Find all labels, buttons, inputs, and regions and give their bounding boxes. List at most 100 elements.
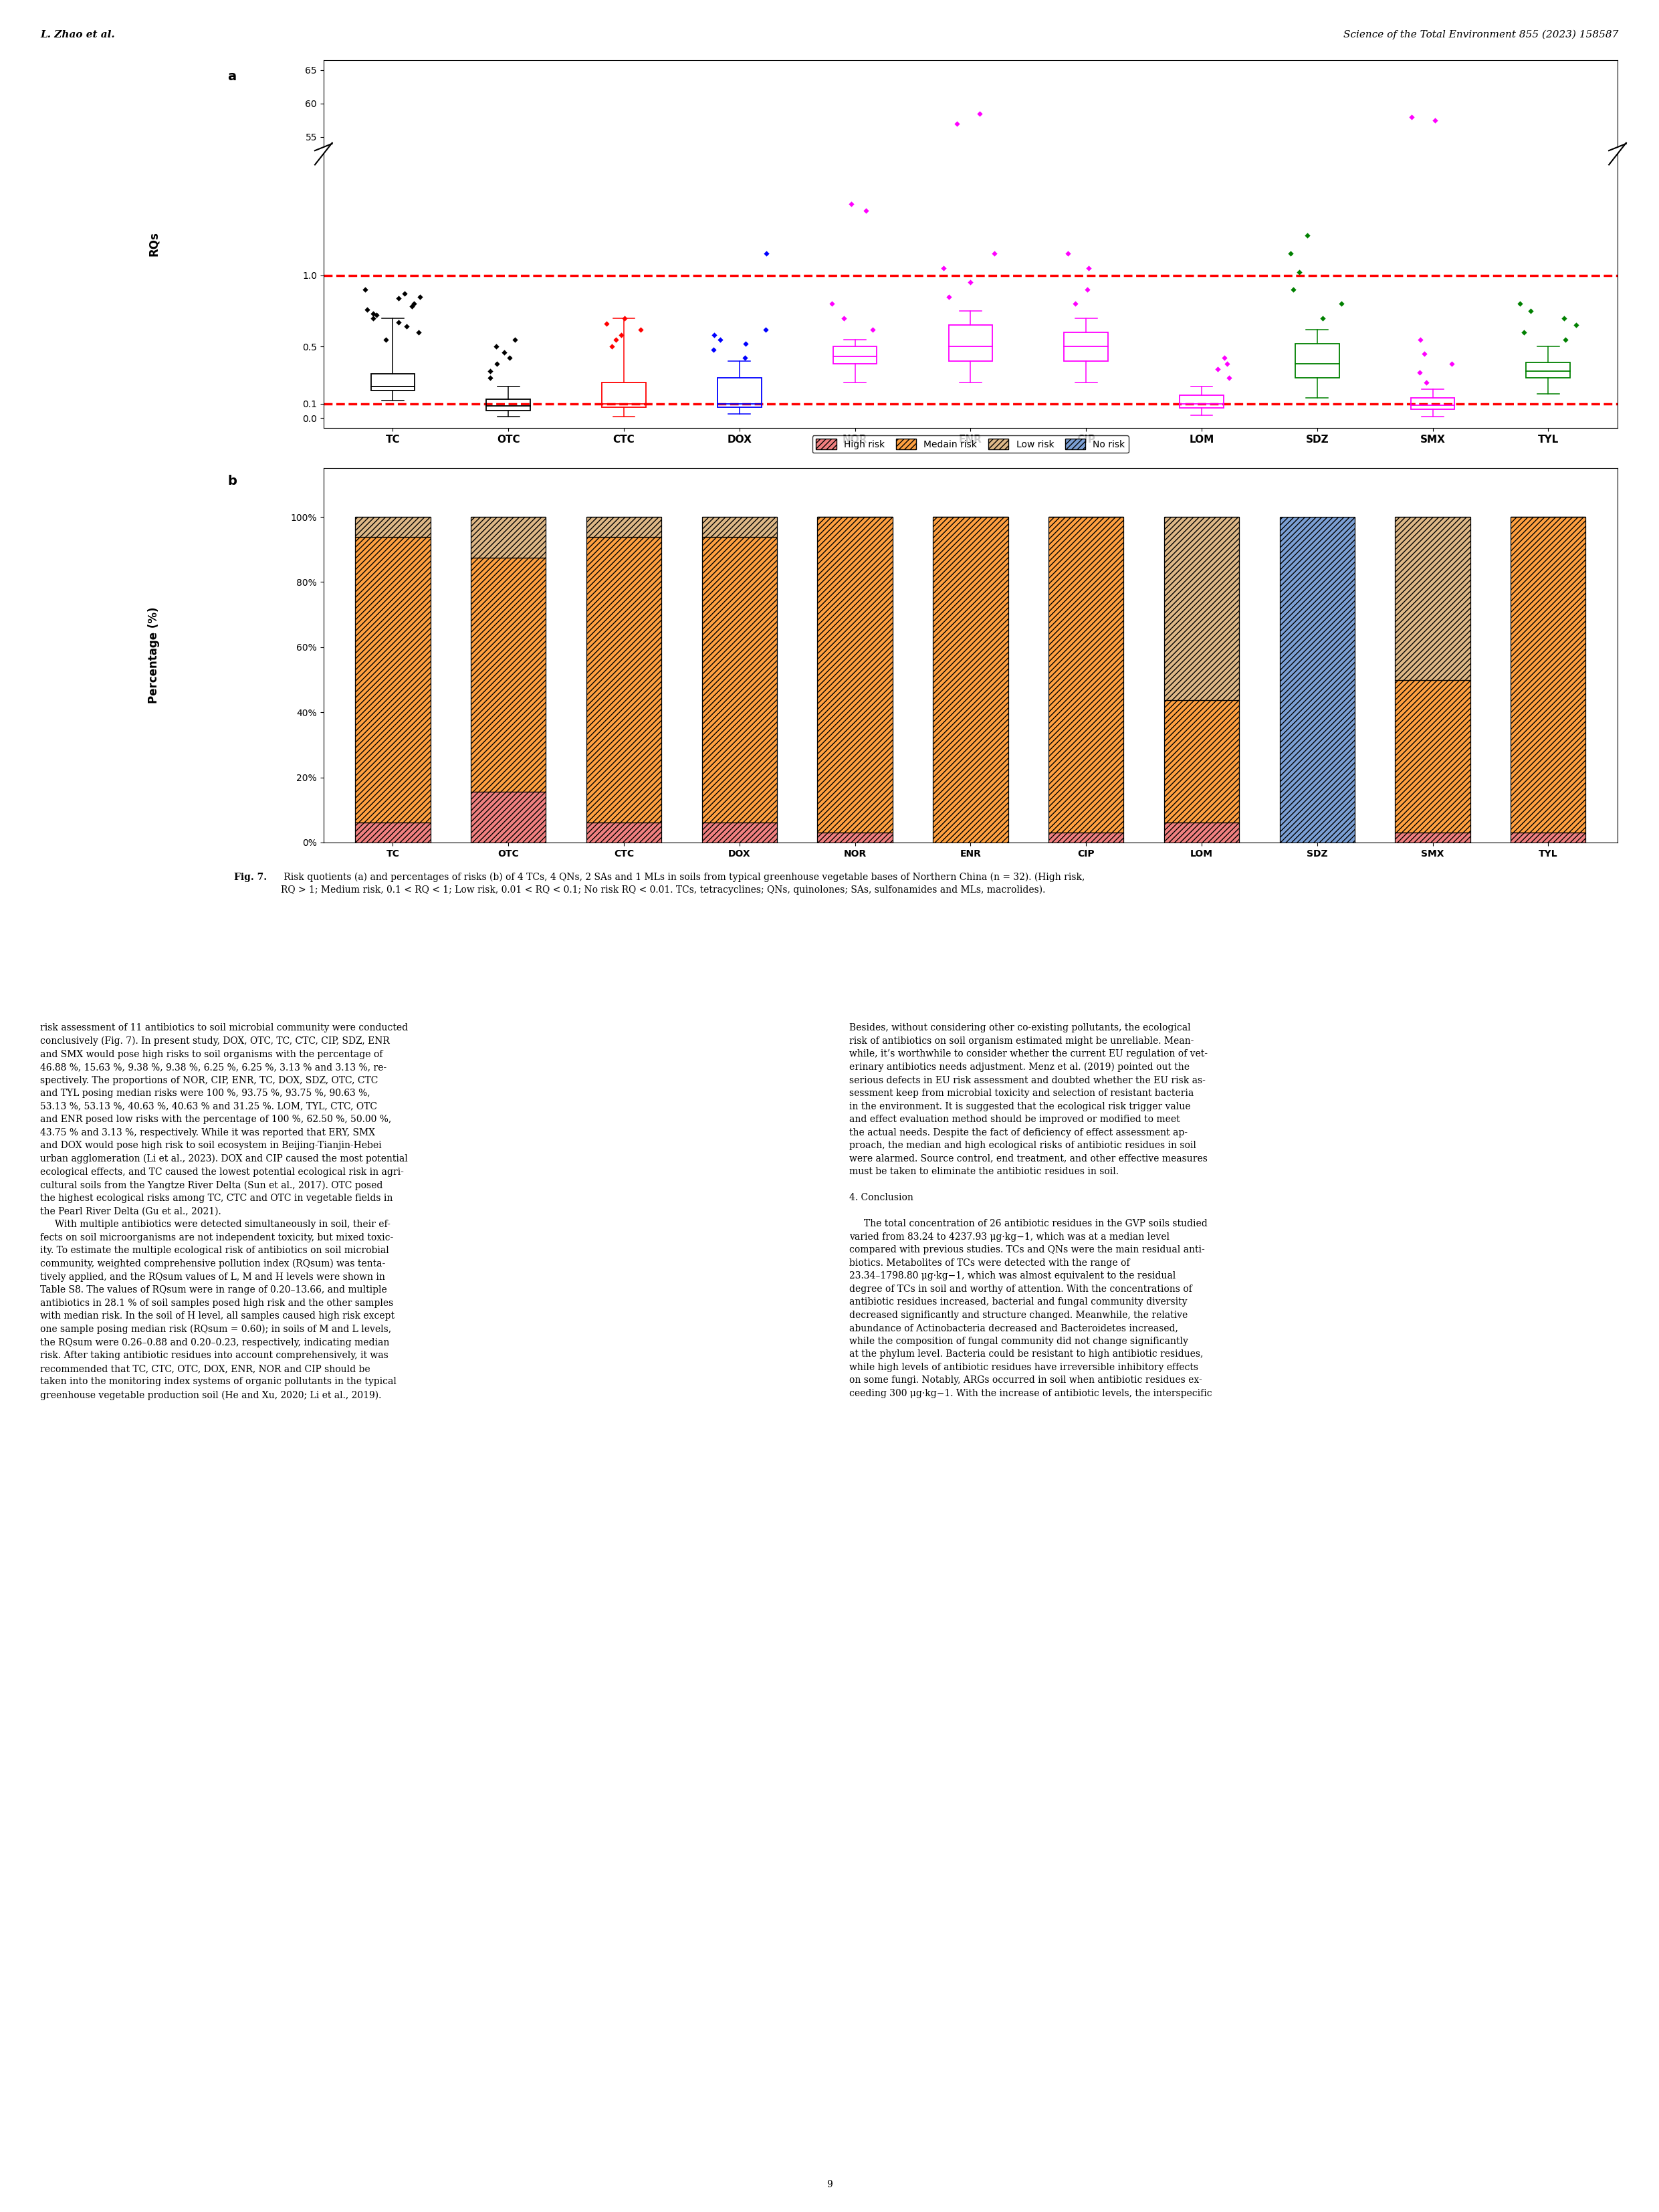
Bar bbox=[586, 823, 662, 843]
Point bbox=[599, 484, 625, 520]
Bar bbox=[702, 823, 776, 843]
Point bbox=[1204, 484, 1231, 520]
Point bbox=[1407, 321, 1433, 356]
Point bbox=[1211, 484, 1238, 520]
Point bbox=[627, 482, 654, 518]
Point bbox=[1214, 484, 1241, 520]
Point bbox=[1510, 482, 1536, 518]
Bar bbox=[833, 347, 878, 363]
Bar bbox=[717, 378, 761, 407]
Bar bbox=[702, 538, 776, 823]
Point bbox=[363, 296, 390, 332]
Point bbox=[393, 310, 420, 345]
Point bbox=[1062, 285, 1088, 321]
Point bbox=[957, 480, 984, 515]
Bar bbox=[355, 538, 430, 823]
Text: a: a bbox=[227, 71, 236, 82]
Point bbox=[501, 321, 528, 356]
Point bbox=[1506, 482, 1533, 518]
Point bbox=[1551, 301, 1578, 336]
Text: risk assessment of 11 antibiotics to soil microbial community were conducted
con: risk assessment of 11 antibiotics to soi… bbox=[40, 1024, 408, 1400]
Point bbox=[1422, 102, 1448, 137]
Point bbox=[406, 279, 433, 314]
Point bbox=[360, 482, 387, 518]
Point bbox=[401, 482, 428, 518]
Bar bbox=[1511, 832, 1586, 843]
Bar bbox=[486, 400, 531, 411]
Point bbox=[1073, 272, 1100, 307]
Point bbox=[476, 361, 503, 396]
Point bbox=[1413, 484, 1440, 520]
Point bbox=[936, 279, 962, 314]
Point bbox=[352, 272, 378, 307]
Point bbox=[476, 484, 503, 520]
Text: Besides, without considering other co-existing pollutants, the ecological
risk o: Besides, without considering other co-ex… bbox=[849, 1024, 1213, 1398]
Bar bbox=[1395, 832, 1470, 843]
Bar bbox=[1180, 396, 1224, 407]
Point bbox=[1211, 341, 1238, 376]
Point bbox=[859, 482, 886, 518]
Point bbox=[1438, 484, 1465, 520]
Point bbox=[1216, 361, 1243, 396]
Text: Science of the Total Environment 855 (2023) 158587: Science of the Total Environment 855 (20… bbox=[1344, 31, 1618, 40]
Point bbox=[401, 285, 428, 321]
Point bbox=[360, 482, 387, 518]
Bar bbox=[702, 518, 776, 538]
Bar bbox=[1511, 518, 1586, 832]
Point bbox=[944, 106, 971, 142]
Bar bbox=[471, 557, 546, 792]
Bar bbox=[586, 518, 662, 538]
Point bbox=[931, 250, 957, 285]
Bar bbox=[1165, 518, 1239, 699]
Point bbox=[405, 482, 431, 518]
Bar bbox=[1063, 332, 1108, 361]
Point bbox=[392, 482, 418, 518]
Point bbox=[602, 484, 629, 520]
Point bbox=[1216, 484, 1243, 520]
Point bbox=[1309, 482, 1335, 518]
Text: RQs: RQs bbox=[148, 232, 159, 257]
Point bbox=[931, 480, 957, 515]
Point bbox=[732, 325, 758, 361]
Point bbox=[484, 345, 511, 380]
Point bbox=[838, 478, 864, 513]
Point bbox=[753, 480, 780, 515]
Point bbox=[1407, 484, 1433, 520]
Point bbox=[474, 473, 501, 509]
Bar bbox=[1279, 518, 1355, 843]
Legend: High risk, Medain risk, Low risk, No risk: High risk, Medain risk, Low risk, No ris… bbox=[813, 436, 1128, 453]
Point bbox=[980, 480, 1007, 515]
Bar bbox=[355, 823, 430, 843]
Point bbox=[1055, 237, 1082, 272]
Point bbox=[372, 484, 398, 520]
Point bbox=[1518, 482, 1545, 518]
Point bbox=[627, 312, 654, 347]
Point bbox=[1563, 482, 1589, 518]
Point bbox=[385, 281, 411, 316]
Point bbox=[700, 484, 727, 520]
Point bbox=[1277, 237, 1304, 272]
Bar bbox=[932, 518, 1009, 843]
Point bbox=[392, 276, 418, 312]
Bar bbox=[1296, 343, 1339, 378]
Point bbox=[838, 186, 864, 221]
Point bbox=[1309, 301, 1335, 336]
Text: L. Zhao et al.: L. Zhao et al. bbox=[40, 31, 114, 40]
Point bbox=[1438, 345, 1465, 380]
Bar bbox=[1165, 699, 1239, 823]
Point bbox=[818, 285, 844, 321]
Point bbox=[702, 319, 728, 354]
Point bbox=[1413, 365, 1440, 400]
Point bbox=[707, 484, 733, 520]
Point bbox=[753, 237, 780, 272]
Point bbox=[385, 482, 411, 518]
Point bbox=[1294, 217, 1321, 252]
Point bbox=[1281, 272, 1307, 307]
Point bbox=[1407, 484, 1433, 520]
Bar bbox=[1395, 679, 1470, 832]
Bar bbox=[949, 325, 992, 361]
Point bbox=[405, 314, 431, 349]
Point bbox=[1055, 480, 1082, 515]
Point bbox=[612, 301, 639, 336]
Bar bbox=[471, 792, 546, 843]
